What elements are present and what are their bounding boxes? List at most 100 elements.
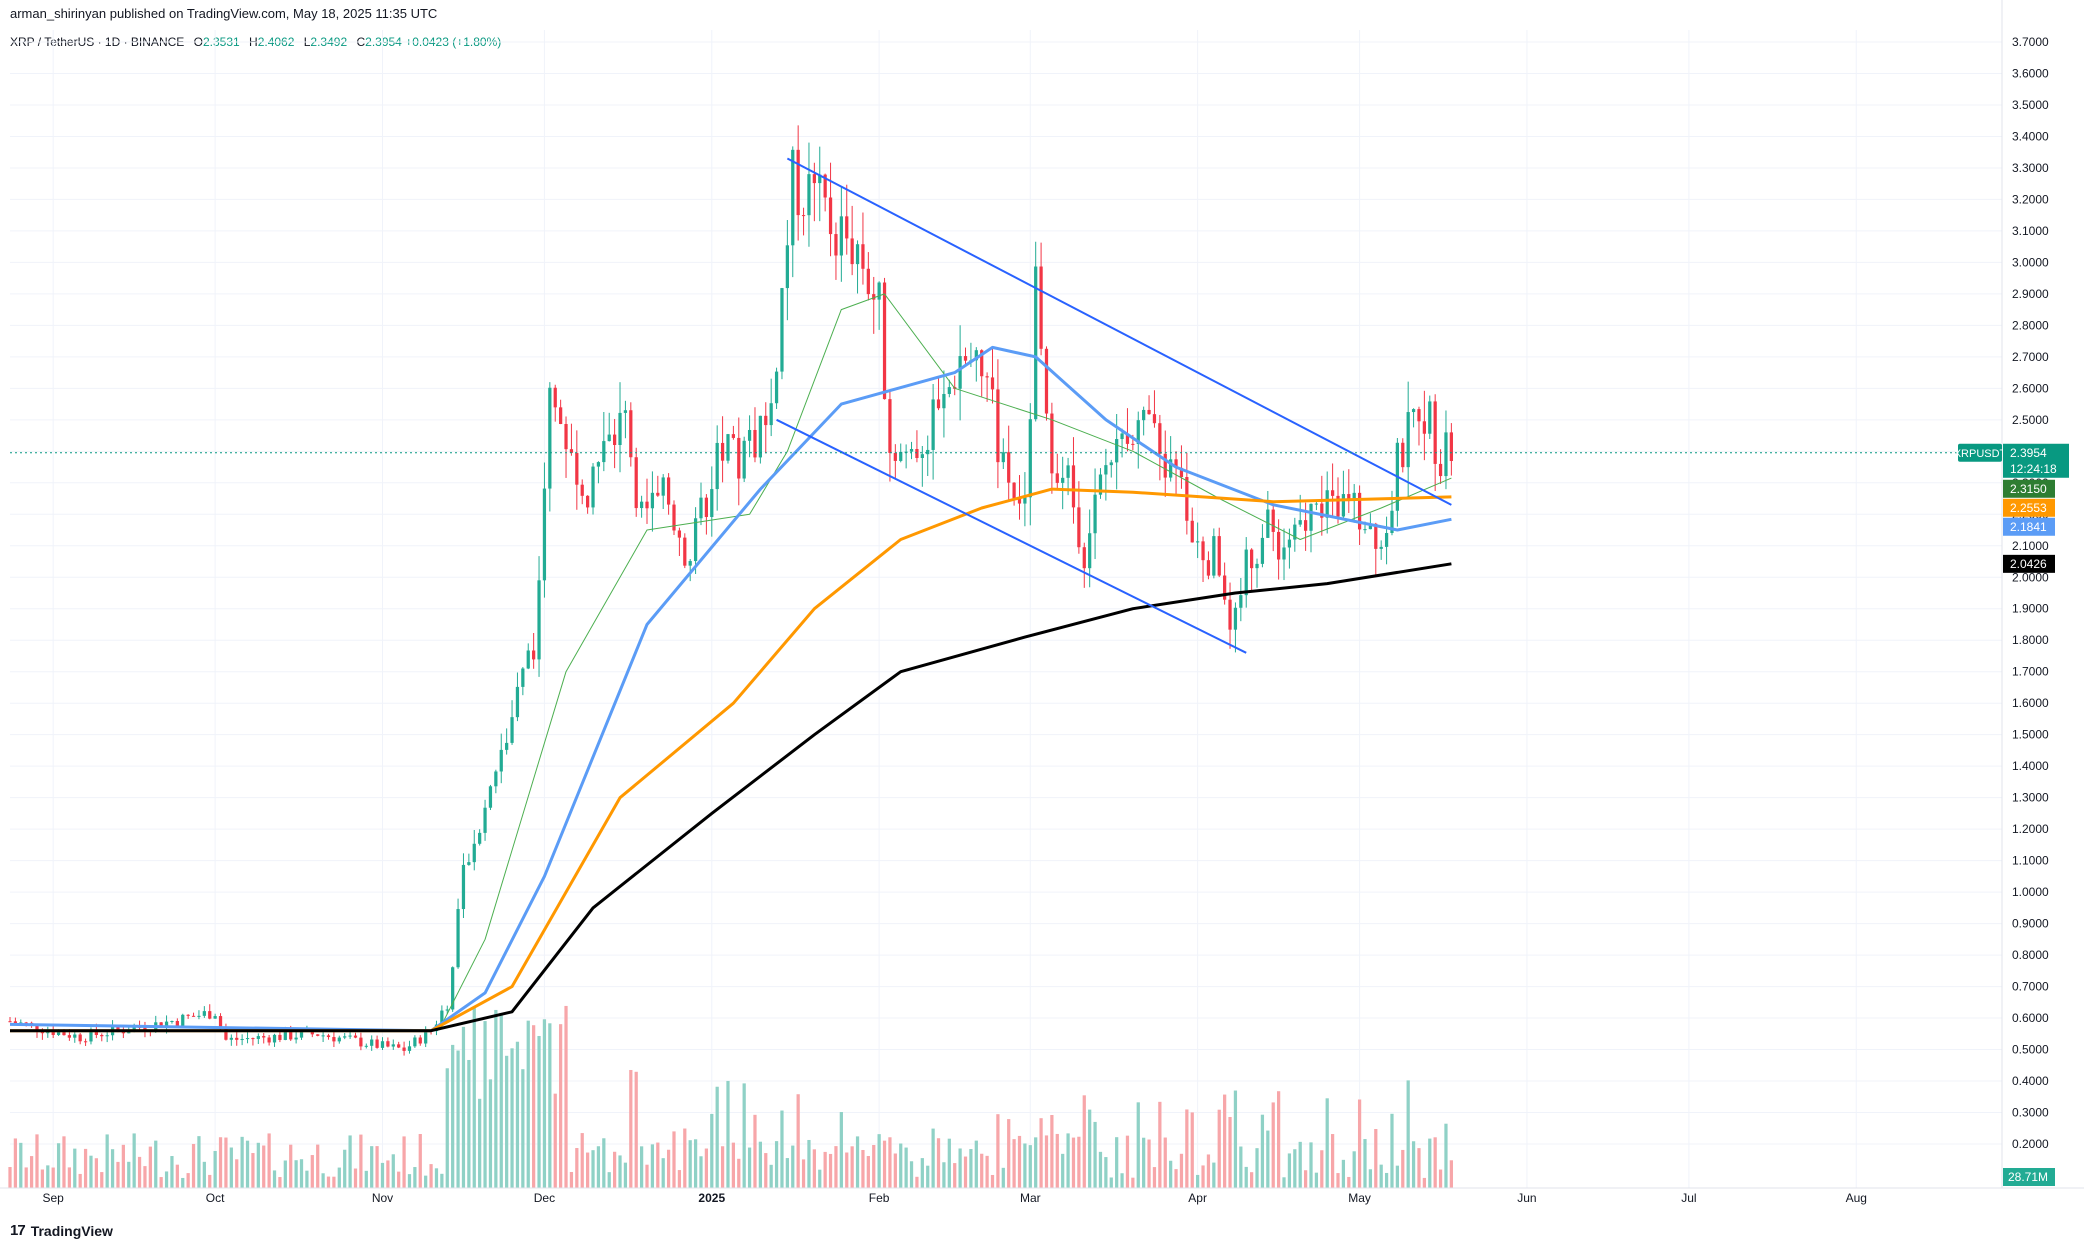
ma-price-label: 2.2553 <box>2010 501 2047 515</box>
candle-body <box>1082 547 1086 569</box>
candle-body <box>359 1037 363 1047</box>
candle-body <box>213 1016 217 1019</box>
candle-body <box>224 1026 228 1040</box>
volume-bar <box>785 1158 789 1188</box>
volume-bar <box>1422 1177 1426 1188</box>
volume-bar <box>839 1112 843 1188</box>
volume-bar <box>1368 1169 1373 1188</box>
candle-body <box>1044 348 1049 414</box>
candle-body <box>337 1037 341 1042</box>
candle-body <box>1012 482 1016 499</box>
candle-body <box>1303 520 1308 531</box>
candle-body <box>980 350 984 377</box>
candle-body <box>1125 433 1130 444</box>
candle-body <box>850 238 854 265</box>
candle-body <box>974 350 978 361</box>
volume-bar <box>488 1079 493 1188</box>
volume-bar <box>305 1170 309 1188</box>
candle-body <box>1336 495 1340 517</box>
volume-bar <box>170 1156 174 1188</box>
volume-bar <box>407 1174 412 1188</box>
volume-bar <box>1179 1153 1184 1188</box>
volume-bar <box>8 1167 12 1188</box>
candle-body <box>1185 477 1189 521</box>
candle-body <box>218 1016 223 1027</box>
volume-bar <box>1082 1095 1086 1188</box>
volume-bar <box>1406 1080 1410 1188</box>
volume-bar <box>899 1143 903 1188</box>
candle-body <box>1098 474 1103 495</box>
volume-bar <box>872 1144 876 1188</box>
candle-body <box>780 288 784 372</box>
volume-bar <box>650 1144 655 1188</box>
candle-body <box>1233 607 1238 630</box>
candle-body <box>720 442 725 461</box>
candle-body <box>1411 409 1416 413</box>
candle-body <box>747 429 752 441</box>
volume-bar <box>764 1153 768 1188</box>
volume-bar <box>1131 1177 1135 1188</box>
volume-bar <box>1250 1172 1254 1188</box>
volume-bar <box>1028 1145 1032 1188</box>
candle-body <box>1320 503 1324 518</box>
y-tick-label: 1.7000 <box>2012 665 2049 679</box>
candle-body <box>1449 432 1453 461</box>
volume-bar <box>1433 1137 1437 1188</box>
candle-body <box>1001 452 1005 463</box>
candle-body <box>526 650 530 669</box>
volume-bar <box>154 1140 158 1188</box>
volume-bar <box>1449 1160 1453 1188</box>
candle-body <box>240 1039 244 1041</box>
y-tick-label: 1.8000 <box>2012 633 2049 647</box>
volume-bar <box>683 1128 687 1188</box>
candle-body <box>51 1030 55 1035</box>
candle-body <box>612 434 617 446</box>
tradingview-logo[interactable]: 17 TradingView <box>10 1222 113 1239</box>
volume-bar <box>472 1007 476 1188</box>
candle-body <box>1401 442 1405 468</box>
candle-body <box>532 650 536 660</box>
candle-body <box>812 174 816 184</box>
candle-body <box>326 1035 331 1038</box>
candle-body <box>607 434 611 442</box>
candle-body <box>1271 509 1275 532</box>
candle-body <box>623 410 628 413</box>
volume-bar <box>1012 1139 1016 1188</box>
volume-bar <box>807 1139 811 1188</box>
volume-bar <box>505 1055 509 1188</box>
volume-bar <box>855 1136 860 1188</box>
time-axis: Sep Oct Nov Dec 2025 Feb Mar Apr May Jun Jul Aug <box>0 1187 2084 1205</box>
candle-body <box>116 1026 120 1030</box>
volume-bar <box>1293 1149 1297 1188</box>
y-tick-label: 0.5000 <box>2012 1043 2049 1057</box>
candle-body <box>1077 507 1081 548</box>
y-tick-label: 1.6000 <box>2012 696 2049 710</box>
candle-body <box>343 1036 347 1038</box>
volume-bar <box>1417 1148 1421 1188</box>
volume-bar <box>440 1173 444 1188</box>
volume-bar <box>316 1144 320 1188</box>
volume-bar <box>1428 1138 1432 1188</box>
volume-bar <box>143 1166 147 1188</box>
moving-averages <box>9 293 1452 1033</box>
candle-body <box>202 1011 206 1016</box>
volume-bar <box>1260 1114 1265 1188</box>
volume-bar <box>569 1171 574 1188</box>
candle-body <box>931 399 935 450</box>
y-tick-label: 3.0000 <box>2012 255 2049 269</box>
candle-body <box>661 477 665 496</box>
volume-bar <box>510 1048 514 1188</box>
volume-bar <box>1384 1172 1389 1188</box>
candle-body <box>375 1039 379 1048</box>
volume-bar <box>294 1160 298 1188</box>
volume-bar <box>240 1136 244 1188</box>
y-tick-label: 1.1000 <box>2012 854 2049 868</box>
x-tick-label: Sep <box>43 1191 65 1205</box>
volume-bar <box>1088 1109 1092 1188</box>
volume-bar <box>1212 1162 1216 1188</box>
candle-body <box>639 501 644 509</box>
volume-bar <box>121 1144 125 1188</box>
candle-body <box>1163 453 1167 478</box>
volume-bar <box>834 1146 838 1188</box>
